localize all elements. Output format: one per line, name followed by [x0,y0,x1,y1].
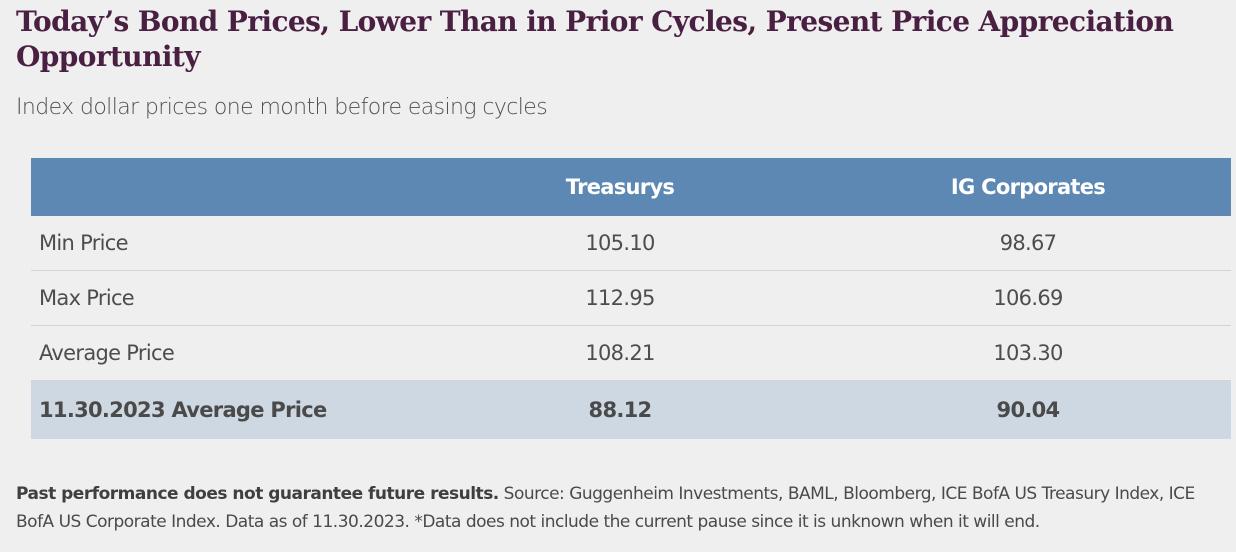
row-label: Average Price [31,325,415,381]
row-label: 11.30.2023 Average Price [31,380,415,439]
footnote-disclaimer: Past performance does not guarantee futu… [16,484,499,504]
ig-corporates-value: 106.69 [825,270,1231,326]
page-title: Today’s Bond Prices, Lower Than in Prior… [16,5,1174,73]
row-label: Max Price [31,270,415,326]
table-header-row: Treasurys IG Corporates [31,158,1231,216]
header-cell-label [31,158,415,216]
bond-price-table: Treasurys IG Corporates Min Price 105.10… [31,158,1231,439]
table-row: Min Price 105.10 98.67 [31,216,1231,271]
header-cell-treasurys: Treasurys [415,158,825,216]
page-subtitle: Index dollar prices one month before eas… [16,95,548,120]
treasurys-value: 108.21 [415,325,825,381]
highlighted-table-row: 11.30.2023 Average Price 88.12 90.04 [31,380,1231,439]
ig-corporates-value: 98.67 [825,216,1231,271]
ig-corporates-value: 103.30 [825,325,1231,381]
table-row: Average Price 108.21 103.30 [31,325,1231,381]
footnote: Past performance does not guarantee futu… [16,480,1221,536]
treasurys-value: 105.10 [415,216,825,271]
treasurys-value: 88.12 [415,380,825,439]
row-label: Min Price [31,216,415,271]
ig-corporates-value: 90.04 [825,380,1231,439]
footnote-source-text: Source: Guggenheim Investments, BAML, Bl… [16,484,1195,532]
table-row: Max Price 112.95 106.69 [31,270,1231,326]
treasurys-value: 112.95 [415,270,825,326]
header-cell-ig-corporates: IG Corporates [825,158,1231,216]
